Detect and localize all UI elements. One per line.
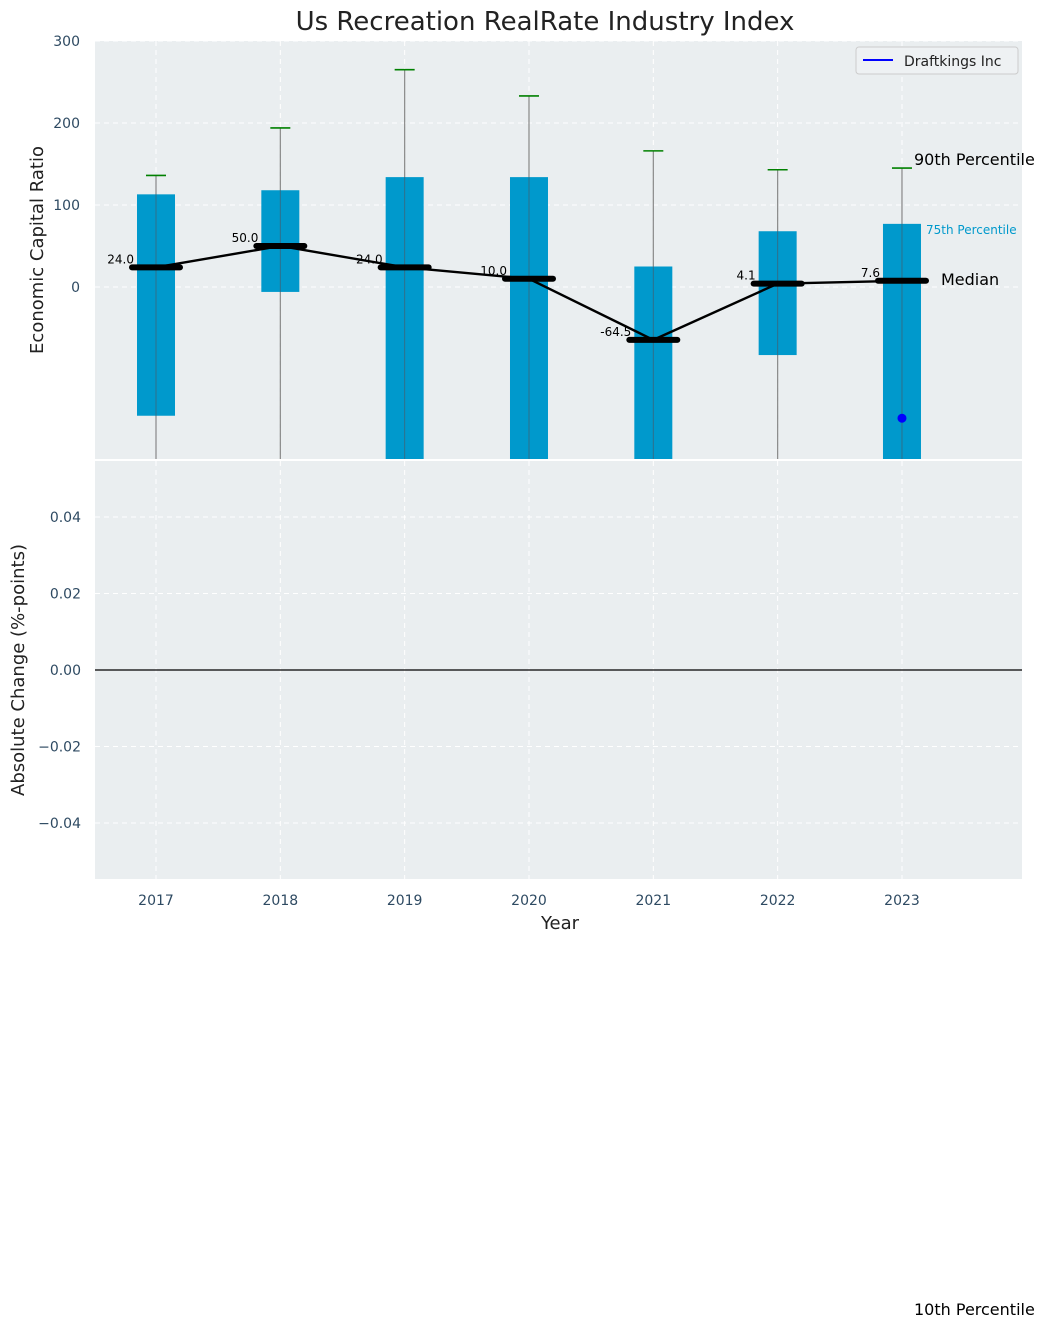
annotation-90th-percentile: 90th Percentile	[914, 150, 1035, 169]
x-tick-label: 2018	[263, 893, 299, 909]
x-tick-label: 2020	[511, 893, 547, 909]
chart-title: Us Recreation RealRate Industry Index	[296, 7, 795, 37]
annotation-75th-percentile: 75th Percentile	[926, 223, 1017, 237]
median-data-label: 50.0	[232, 231, 259, 245]
x-tick-label: 2022	[760, 893, 796, 909]
median-data-label: 4.1	[737, 269, 756, 283]
y-tick-label-bottom: 0.02	[50, 587, 81, 603]
bottom-panel: 0.04 0.02 0.00 −0.02 −0.04 2017 2018 2019 2020 20…	[38, 461, 1022, 909]
median-data-label: -64.5	[600, 325, 631, 339]
x-axis-label: Year	[540, 913, 580, 934]
y-tick-label-top: 200	[53, 116, 80, 132]
legend-label-draftkings: Draftkings Inc	[904, 54, 1002, 70]
y-tick-label-top: 300	[53, 34, 80, 50]
y-tick-label-bottom: 0.00	[50, 663, 81, 679]
top-panel: 300 200 100 0 24.0 50.0 24.0 10.0 -64.5 4.1 7.6	[53, 34, 1022, 459]
x-tick-label: 2017	[138, 893, 174, 909]
y-axis-label-top: Economic Capital Ratio	[27, 146, 48, 354]
annotation-median: Median	[941, 270, 999, 289]
median-data-label: 7.6	[861, 266, 880, 280]
x-tick-label: 2021	[635, 893, 671, 909]
y-tick-label-bottom: −0.02	[38, 740, 81, 756]
median-data-label: 24.0	[356, 252, 383, 266]
legend: Draftkings Inc	[855, 46, 1019, 75]
y-tick-label-top: 0	[71, 280, 80, 296]
y-tick-label-top: 100	[53, 198, 80, 214]
median-data-label: 10.0	[480, 264, 507, 278]
y-axis-label-bottom: Absolute Change (%-points)	[8, 544, 29, 796]
legend-box	[855, 46, 1019, 75]
annotation-10th-percentile: 10th Percentile	[914, 1300, 1035, 1319]
y-tick-label-bottom: 0.04	[50, 510, 81, 526]
company-point-draftkings	[897, 413, 907, 423]
x-tick-label: 2023	[884, 893, 920, 909]
x-tick-label: 2019	[387, 893, 423, 909]
median-data-label: 24.0	[107, 252, 134, 266]
top-panel-background	[95, 41, 1022, 459]
y-tick-label-bottom: −0.04	[38, 816, 81, 832]
